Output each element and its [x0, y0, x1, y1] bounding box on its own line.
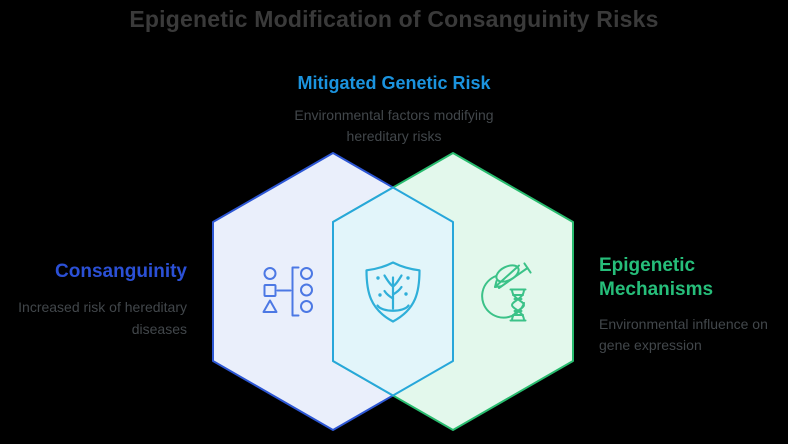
overlap-node-heading: Mitigated Genetic Risk [297, 73, 491, 93]
right-heading-line-2: Mechanisms [599, 279, 714, 300]
left-node-heading: Consanguinity [55, 261, 187, 282]
left-desc-line-1: Increased risk of hereditary [18, 299, 187, 315]
shield-tree-icon [365, 261, 421, 323]
left-node-label: Consanguinity Increased risk of heredita… [0, 261, 187, 340]
page-title: Epigenetic Modification of Consanguinity… [129, 6, 659, 32]
left-desc-line-2: diseases [131, 321, 187, 337]
overlap-node-label: Mitigated Genetic Risk Environmental fac… [0, 73, 788, 147]
family-hierarchy-icon [262, 266, 313, 317]
overlap-desc-line-1: Environmental factors modifying [294, 107, 494, 123]
right-node-label: Epigenetic Mechanisms Environmental infl… [599, 254, 788, 356]
left-node-description: Increased risk of hereditary diseases [0, 296, 187, 340]
leaf-dna-cycle-icon [481, 262, 532, 322]
overlap-node-description: Environmental factors modifying heredita… [0, 105, 788, 147]
right-heading-line-1: Epigenetic [599, 255, 696, 276]
overlap-desc-line-2: hereditary risks [346, 128, 442, 144]
right-desc-line-2: gene expression [599, 337, 702, 353]
right-desc-line-1: Environmental influence on [599, 316, 768, 332]
right-node-heading: Epigenetic Mechanisms [599, 254, 788, 302]
right-node-description: Environmental influence on gene expressi… [599, 314, 788, 356]
